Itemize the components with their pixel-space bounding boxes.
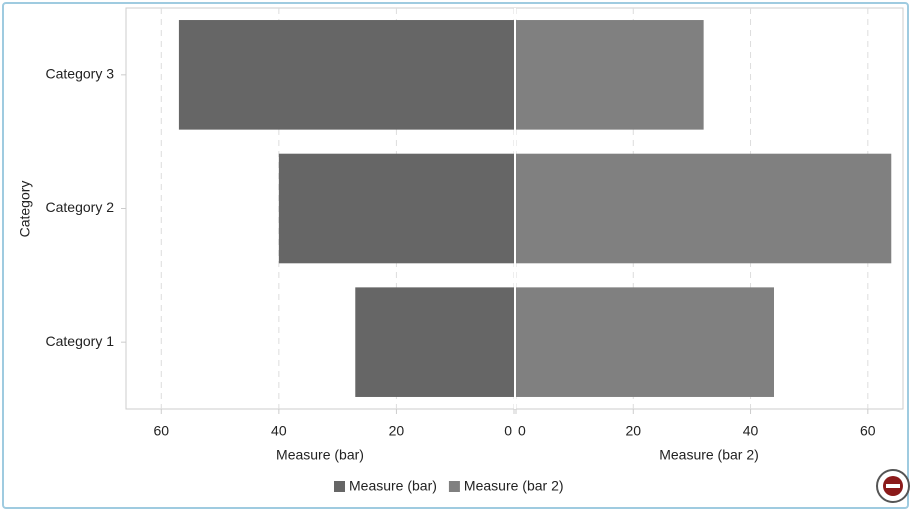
x-tick-label: 20 <box>389 423 405 439</box>
x-tick-label: 40 <box>271 423 287 439</box>
x-tick-label: 20 <box>625 423 641 439</box>
x-axis-title: Measure (bar) <box>276 447 364 463</box>
legend-swatch <box>448 481 460 492</box>
legend-label: Measure (bar 2) <box>464 478 564 494</box>
y-axis-title: Category <box>17 181 33 238</box>
x-tick-label: 60 <box>860 423 876 439</box>
x-tick-label: 40 <box>743 423 759 439</box>
legend-swatch <box>334 481 345 492</box>
legend-label: Measure (bar) <box>349 478 437 494</box>
x-tick-label: 60 <box>153 423 169 439</box>
bar <box>355 287 514 397</box>
menu-icon[interactable] <box>876 469 910 503</box>
y-tick-label: Category 2 <box>46 199 115 215</box>
y-tick-label: Category 3 <box>46 66 115 82</box>
x-tick-label: 0 <box>518 423 526 439</box>
bar <box>516 153 892 264</box>
y-tick-label: Category 1 <box>46 333 115 349</box>
x-tick-label: 0 <box>504 423 512 439</box>
bar <box>516 20 704 130</box>
x2-axis-title: Measure (bar 2) <box>659 447 759 463</box>
bar <box>516 287 774 397</box>
bar <box>178 20 514 130</box>
bar <box>278 153 514 264</box>
